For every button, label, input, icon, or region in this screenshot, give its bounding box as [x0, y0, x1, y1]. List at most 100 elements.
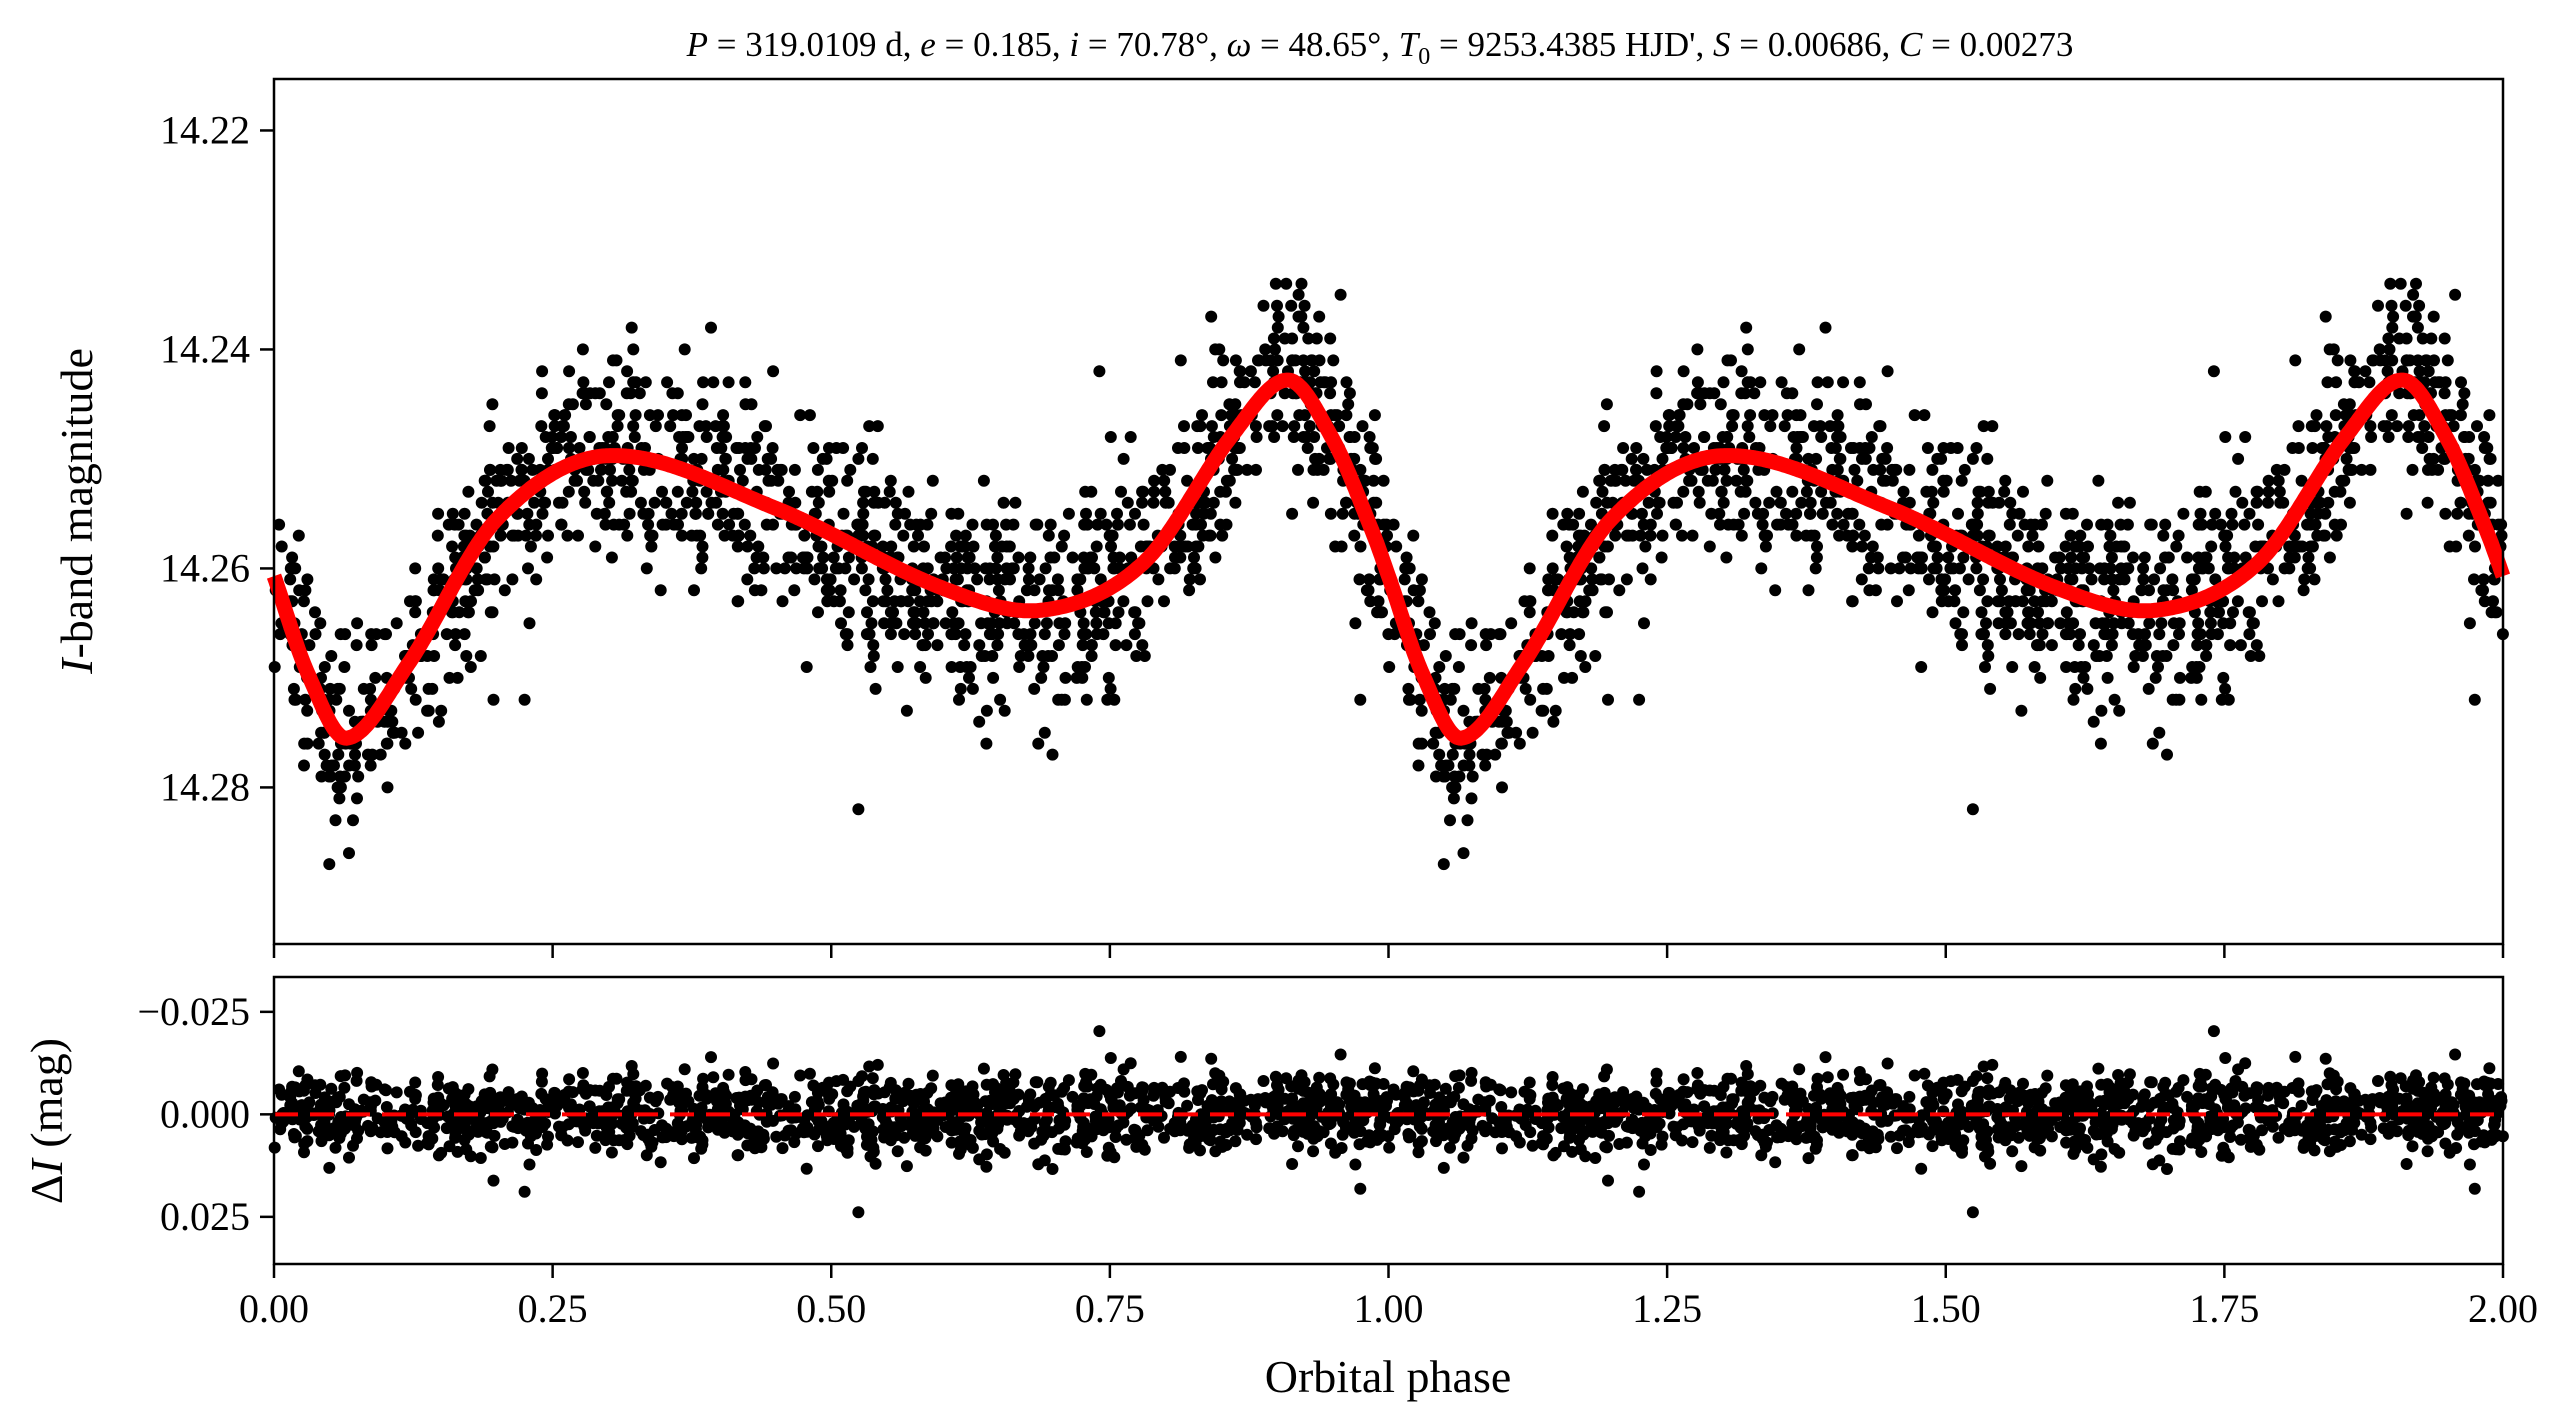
observation-point [980, 704, 993, 717]
residual-point [343, 1098, 355, 1111]
observation-point [2071, 540, 2083, 553]
observation-point [855, 562, 868, 575]
residual-point [2322, 1123, 2335, 1136]
observation-point [1404, 693, 1417, 706]
observation-point [2384, 277, 2397, 290]
observation-point [803, 409, 816, 422]
observation-point [1435, 759, 1448, 772]
residual-point [1972, 1086, 1985, 1099]
observation-point [625, 321, 638, 334]
observation-point [1703, 540, 1716, 553]
observation-point [1650, 387, 1663, 400]
observation-point [921, 562, 934, 575]
observation-point [1925, 485, 1938, 498]
observation-point [2383, 343, 2396, 356]
observation-point [2438, 332, 2451, 345]
observation-point [2082, 540, 2094, 553]
observation-point [1382, 628, 1395, 641]
residual-point [1638, 1158, 1650, 1171]
observation-point [2173, 617, 2186, 630]
observation-point [1335, 540, 1348, 553]
observation-point [1465, 617, 1478, 630]
observation-point [648, 496, 661, 509]
observation-point [1793, 343, 1806, 356]
residual-point [1059, 1114, 1072, 1127]
residual-point [2348, 1088, 2361, 1101]
observation-point [1094, 507, 1107, 520]
observation-point [898, 628, 911, 641]
observation-point [1080, 507, 1092, 520]
observation-point [889, 496, 902, 509]
observation-point [1439, 650, 1452, 662]
observation-point [1231, 442, 1244, 454]
residual-point [449, 1128, 462, 1141]
observation-point [1809, 562, 1822, 575]
observation-point [301, 704, 314, 717]
observation-point [1479, 759, 1492, 772]
observation-point [1040, 617, 1053, 630]
residual-point [422, 1130, 435, 1143]
observation-point [1971, 507, 1984, 520]
observation-point [2219, 682, 2232, 695]
residual-point [578, 1120, 591, 1133]
observation-point [1926, 463, 1939, 476]
residual-point [338, 1081, 351, 1094]
residual-point [1876, 1091, 1889, 1104]
observation-point [2087, 639, 2100, 652]
residual-point [521, 1116, 534, 1129]
residual-point [334, 1070, 347, 1083]
observation-point [1955, 474, 1968, 487]
observation-point [1249, 420, 1262, 433]
observation-point [1457, 704, 1470, 717]
observation-point [621, 365, 634, 378]
observation-point [488, 573, 501, 586]
observation-point [2249, 540, 2262, 553]
residual-point [1981, 1072, 1994, 1085]
observation-point [693, 420, 706, 433]
observation-point [1364, 595, 1377, 608]
observation-point [1970, 442, 1983, 454]
observation-point [1412, 595, 1425, 608]
observation-point [1017, 628, 1030, 641]
observation-point [760, 420, 772, 433]
observation-point [829, 562, 842, 575]
top-x-ticks [272, 944, 2505, 958]
observation-point [1226, 452, 1239, 465]
residual-point [1089, 1110, 1102, 1123]
observation-point [1998, 485, 2011, 498]
residual-point [482, 1094, 494, 1107]
residual-point [1755, 1149, 1768, 1162]
observation-point [2304, 518, 2317, 531]
observation-point [1138, 650, 1151, 662]
residual-point [1134, 1101, 1147, 1114]
residual-point [2161, 1163, 2173, 1175]
observation-point [760, 518, 773, 531]
residual-point [1720, 1117, 1733, 1130]
observation-point [2411, 321, 2424, 334]
observation-point [1613, 584, 1626, 597]
observation-point [1714, 398, 1727, 411]
observation-point [528, 496, 541, 509]
observation-point [1324, 332, 1337, 345]
observation-point [370, 628, 383, 641]
observation-point [2288, 551, 2301, 564]
observation-point [2153, 628, 2166, 641]
observation-point [1483, 671, 1496, 684]
observation-point [1192, 442, 1204, 454]
observation-point [1741, 343, 1754, 356]
observation-point [986, 650, 999, 662]
observation-point [1716, 431, 1729, 443]
observation-point [738, 518, 751, 531]
observation-point [808, 573, 821, 586]
residual-point [697, 1072, 710, 1085]
observation-point [1427, 737, 1440, 750]
observation-point [409, 562, 422, 575]
residual-point [2095, 1148, 2108, 1161]
observation-point [649, 420, 662, 433]
residual-point [2262, 1089, 2274, 1102]
observation-point [2322, 496, 2335, 509]
observation-point [1626, 529, 1639, 542]
residual-point [948, 1119, 960, 1132]
observation-point [2244, 650, 2257, 662]
residual-point [688, 1152, 700, 1165]
